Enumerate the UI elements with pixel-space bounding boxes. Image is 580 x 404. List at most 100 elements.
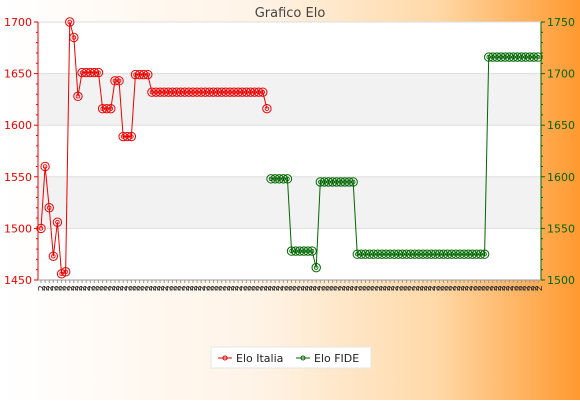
data-point	[143, 69, 153, 80]
x-axis-tick-label: 2	[144, 285, 155, 291]
x-axis-tick-label: 2	[423, 285, 434, 291]
data-point	[65, 17, 75, 27]
x-axis-tick-label: 2	[164, 285, 175, 291]
x-axis-tick-label: 2	[205, 285, 216, 291]
x-axis-tick-label: 2	[185, 285, 196, 291]
x-axis-tick-label: 2	[431, 285, 442, 291]
x-axis-tick-label: 2	[407, 285, 418, 291]
data-point-inner	[350, 179, 356, 185]
x-axis-tick-label: 2	[329, 285, 340, 291]
data-point	[44, 203, 54, 213]
x-axis-tick-label: 2	[341, 285, 352, 291]
x-axis-tick-label: 2	[357, 285, 368, 291]
x-axis-tick-label: 2	[140, 285, 151, 291]
x-axis-tick-label: 2	[493, 285, 504, 291]
x-axis-tick-label: 2	[349, 285, 360, 291]
data-point-inner	[51, 254, 56, 259]
data-point-inner	[38, 226, 44, 231]
x-axis-tick-label: 2	[518, 285, 529, 291]
data-point	[110, 76, 120, 86]
x-axis-tick-label: 2	[534, 285, 545, 291]
x-axis-tick-label: 2	[222, 285, 233, 291]
x-axis-tick-label: 2	[435, 285, 446, 291]
x-axis-tick-label: 2	[173, 285, 184, 291]
x-axis-tick-label: 2	[210, 285, 221, 291]
x-axis-tick-label: 2	[337, 285, 348, 291]
right-axis-tick-label: 1650	[547, 119, 575, 132]
x-axis-tick-label: 2	[99, 285, 110, 291]
data-point-inner	[535, 54, 541, 60]
data-point	[533, 52, 543, 62]
data-point-inner	[313, 265, 319, 270]
x-axis-tick-label: 2	[131, 285, 142, 291]
data-point-inner	[129, 134, 134, 139]
right-axis-tick-label: 1600	[547, 171, 575, 184]
data-point-inner	[108, 106, 114, 111]
data-point	[89, 67, 100, 78]
x-axis-tick-label: 2	[181, 285, 192, 291]
x-axis-tick-label: 2	[168, 285, 179, 291]
data-point-inner	[264, 106, 270, 111]
x-axis-tick-label: 2	[325, 285, 336, 291]
x-axis-tick-label: 2	[95, 285, 106, 291]
left-axis-tick-label: 1700	[4, 16, 32, 29]
x-axis-tick-label: 2	[312, 285, 323, 291]
data-point-inner	[116, 78, 122, 84]
x-axis-tick-label: 2	[481, 285, 492, 291]
data-point-inner	[63, 269, 68, 274]
left-axis-tick-label: 1550	[4, 171, 32, 184]
data-point-inner	[482, 251, 487, 257]
x-axis-tick-label: 2	[320, 285, 331, 291]
data-point	[344, 177, 354, 187]
x-axis-tick-label: 2	[316, 285, 327, 291]
x-axis-tick-label: 2	[255, 285, 266, 291]
data-point-inner	[71, 35, 77, 40]
legend-item-elo-fide: Elo FIDE	[296, 352, 359, 365]
x-axis-tick-label: 2	[398, 285, 409, 291]
x-axis-tick-label: 2	[275, 285, 286, 291]
right-axis-tick-label: 1550	[547, 222, 575, 235]
x-axis-tick-label: 2	[49, 285, 60, 291]
x-axis-tick-label: 2	[115, 285, 126, 291]
series-elo-italia	[36, 17, 272, 279]
data-point-inner	[55, 219, 60, 225]
data-point	[93, 67, 104, 78]
x-axis-tick-label: 2	[333, 285, 344, 291]
data-point	[282, 174, 293, 184]
x-axis-tick-label: 2	[148, 285, 159, 291]
data-point	[479, 249, 490, 259]
x-axis-tick-label: 2	[127, 285, 138, 291]
x-axis-tick-label: 2	[304, 285, 315, 291]
x-axis-tick-label: 2	[242, 285, 253, 291]
x-axis-tick-label: 2	[361, 285, 372, 291]
left-axis-tick-label: 1650	[4, 68, 32, 81]
data-point	[307, 246, 317, 256]
data-point	[311, 262, 321, 273]
data-point	[475, 249, 486, 259]
x-axis-tick-label: 2	[283, 285, 294, 291]
x-axis-tick-label: 2	[522, 285, 533, 291]
x-axis-tick-label: 2	[214, 285, 225, 291]
data-point	[348, 177, 358, 187]
x-axis-tick-label: 2	[62, 285, 73, 291]
legend-marker	[222, 355, 228, 361]
data-point	[73, 91, 83, 102]
data-point	[138, 69, 149, 80]
x-axis-tick-label: 2	[193, 285, 204, 291]
x-axis-tick-label: 2	[189, 285, 200, 291]
x-axis-tick-label: 2	[263, 285, 274, 291]
data-point	[48, 251, 59, 261]
x-axis-tick-label: 2	[472, 285, 483, 291]
x-axis-tick-label: 2	[300, 285, 311, 291]
x-axis-tick-label: 2	[440, 285, 451, 291]
x-axis-tick-label: 2	[271, 285, 282, 291]
x-axis-tick-label: 2	[234, 285, 245, 291]
series-elo-fide	[266, 52, 543, 273]
data-point	[40, 161, 50, 172]
x-axis-tick-label: 2	[251, 285, 262, 291]
x-axis-tick-label: 2	[292, 285, 303, 291]
x-axis-tick-label: 2	[382, 285, 393, 291]
x-axis-tick-label: 2	[378, 285, 389, 291]
legend-item-elo-italia: Elo Italia	[218, 352, 283, 365]
